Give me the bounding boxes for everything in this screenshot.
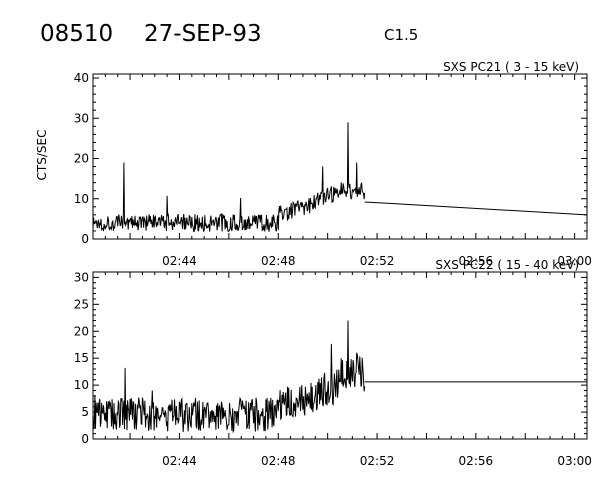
x-tick-label: 02:52 [360, 454, 395, 468]
plot-frame [92, 271, 588, 440]
y-tick-label: 40 [74, 71, 89, 85]
panel-title: SXS PC22 ( 15 - 40 keV) [435, 258, 579, 272]
panel-pc22: SXS PC22 ( 15 - 40 keV) 0 5 10 15 20 25 30 02:44… [74, 258, 592, 468]
x-tick-label: 02:52 [360, 254, 395, 268]
x-tick-label: 03:00 [557, 254, 592, 268]
x-tick-label: 02:44 [162, 454, 197, 468]
y-tick-label: 0 [81, 232, 89, 246]
y-tick-label: 20 [74, 324, 89, 338]
x-tick-label: 02:44 [162, 254, 197, 268]
data-trace [92, 320, 366, 434]
goes-class: C1.5 [384, 26, 418, 44]
y-tick-label: 25 [74, 297, 89, 311]
y-tick-label: 10 [74, 378, 89, 392]
x-tick-label: 02:56 [459, 254, 494, 268]
event-id: 08510 [40, 21, 113, 47]
y-tick-label: 30 [74, 270, 89, 284]
y-axis-label: CTS/SEC [35, 130, 49, 181]
y-tick-label: 30 [74, 111, 89, 125]
x-tick-label: 02:56 [459, 454, 494, 468]
y-tick-label: 5 [81, 405, 89, 419]
x-tick-label: 02:48 [261, 454, 296, 468]
data-trace [92, 122, 366, 233]
y-tick-label: 0 [81, 432, 89, 446]
y-tick-label: 10 [74, 192, 89, 206]
y-tick-label: 20 [74, 152, 89, 166]
y-tick-label: 15 [74, 351, 89, 365]
event-date: 27-SEP-93 [144, 21, 262, 47]
x-tick-label: 02:48 [261, 254, 296, 268]
panel-title: SXS PC21 ( 3 - 15 keV) [443, 60, 579, 74]
panel-pc21: SXS PC21 ( 3 - 15 keV) CTS/SEC 0 10 20 30 40 02… [35, 60, 592, 268]
x-tick-label: 03:00 [557, 454, 592, 468]
interpolated-segment [364, 201, 588, 216]
